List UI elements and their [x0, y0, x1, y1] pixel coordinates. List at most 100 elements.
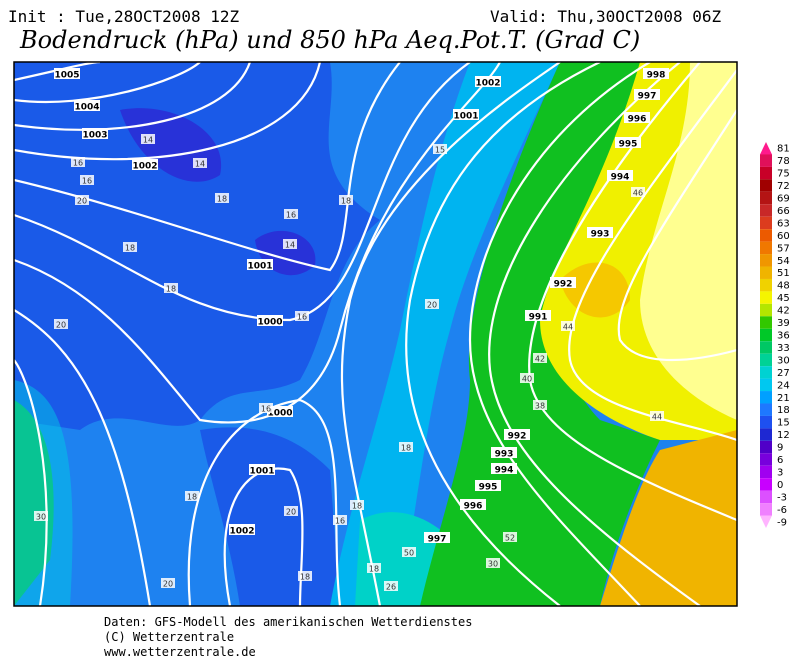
isobar-label-bg [249, 464, 275, 475]
isobar-label: 993 [495, 450, 514, 460]
colorbar-label: 45 [777, 293, 790, 304]
theta-label-bg [259, 403, 273, 413]
colorbar-segment [760, 428, 772, 441]
theta-label-bg [193, 158, 207, 168]
theta-label-bg [75, 195, 89, 205]
colorbar-segment [760, 353, 772, 367]
theta-label-bg [141, 134, 155, 144]
isobar-label-bg [504, 429, 530, 440]
isobar-label: 996 [464, 502, 483, 512]
isobar-label-bg [550, 277, 576, 288]
colorbar: 8178757269666360575451484542393633302724… [760, 142, 790, 528]
map-labels: 1005 1004 1003 1002 1001 1000 1002 1001 998 997 99… [34, 68, 669, 592]
isobar-label-bg [460, 499, 486, 510]
colorbar-segment [760, 278, 772, 292]
theta-label-bg [367, 563, 381, 573]
colorbar-label: 39 [777, 318, 790, 329]
theta-label: 18 [300, 573, 310, 582]
isobar-label-bg [634, 89, 660, 100]
colorbar-segment [760, 440, 772, 454]
theta-label-bg [631, 187, 645, 197]
theta-label: 16 [335, 517, 345, 526]
colorbar-label: 51 [777, 268, 790, 279]
theta-label-bg [384, 581, 398, 591]
theta-label: 18 [217, 195, 227, 204]
isobar-label-bg [643, 68, 669, 79]
theta-label: 44 [563, 323, 573, 332]
isobar-label-bg [132, 159, 158, 170]
theta-label-bg [561, 321, 575, 331]
theta-label: 16 [261, 405, 271, 414]
theta-label: 38 [535, 402, 545, 411]
theta-label: 18 [352, 502, 362, 511]
theta-label-bg [402, 547, 416, 557]
theta-label-bg [650, 411, 664, 421]
theta-label: 42 [535, 355, 545, 364]
theta-label-bg [298, 571, 312, 581]
isobar-label-bg [453, 109, 479, 120]
colorbar-segment [760, 378, 772, 392]
colorbar-label: 54 [777, 256, 790, 267]
theta-label-bg [80, 175, 94, 185]
colorbar-label: 33 [777, 343, 790, 354]
theta-label: 16 [297, 313, 307, 322]
colorbar-label: 27 [777, 368, 790, 379]
isobar-label: 1005 [54, 71, 79, 81]
theta-label: 26 [386, 583, 396, 592]
theta-label-bg [425, 299, 439, 309]
theta-label: 18 [369, 565, 379, 574]
footer-url: www.wetterzentrale.de [104, 645, 256, 659]
isobar-label-bg [475, 76, 501, 87]
theta-label-bg [433, 144, 447, 154]
colorbar-label: 66 [777, 206, 790, 217]
colorbar-label: 57 [777, 243, 790, 254]
isobar-label-bg [267, 406, 293, 417]
isobar-label-bg [491, 447, 517, 458]
valid-time: Valid: Thu,30OCT2008 06Z [490, 7, 722, 26]
theta-label: 18 [125, 244, 135, 253]
colorbar-segment [760, 366, 772, 379]
theta-label: 50 [404, 549, 414, 558]
theta-label: 14 [143, 136, 153, 145]
isobar-label: 1001 [249, 467, 274, 477]
isobar-label-bg [74, 100, 100, 111]
theta-label: 20 [77, 197, 87, 206]
isobar-label: 1002 [475, 79, 500, 89]
theta-label-bg [520, 373, 534, 383]
isobar-label: 1002 [132, 162, 157, 172]
theta-label: 18 [187, 493, 197, 502]
isobar-label: 994 [611, 173, 630, 183]
isobar-label-bg [615, 137, 641, 148]
isobar-label-bg [587, 227, 613, 238]
isobar-label: 998 [647, 71, 666, 81]
theta-label: 20 [286, 508, 296, 517]
isobar-label: 997 [638, 92, 657, 102]
map-frame [13, 61, 738, 607]
isobar-label: 997 [428, 535, 447, 545]
theta-label: 16 [286, 211, 296, 220]
colorbar-label: 75 [777, 169, 790, 180]
colorbar-segment [760, 403, 772, 416]
colorbar-label: 12 [777, 430, 790, 441]
colorbar-label: -6 [777, 505, 787, 516]
theta-label-bg [164, 283, 178, 293]
colorbar-label: 72 [777, 181, 790, 192]
isobar-label: 996 [628, 115, 647, 125]
theta-label-bg [284, 506, 298, 516]
theta-label-bg [123, 242, 137, 252]
theta-label-bg [350, 500, 364, 510]
theta-label-bg [34, 511, 48, 521]
isobar-label-bg [624, 112, 650, 123]
theta-label: 30 [36, 513, 46, 522]
colorbar-segment [760, 166, 772, 180]
colorbar-segment [760, 316, 772, 329]
theta-label-bg [503, 532, 517, 542]
colorbar-label: 24 [777, 380, 790, 391]
colorbar-segment [760, 415, 772, 429]
colorbar-segment [760, 254, 772, 267]
theta-label: 44 [652, 413, 662, 422]
theta-label: 14 [285, 241, 295, 250]
init-time: Init : Tue,28OCT2008 12Z [8, 7, 240, 26]
colorbar-segment [760, 179, 772, 192]
